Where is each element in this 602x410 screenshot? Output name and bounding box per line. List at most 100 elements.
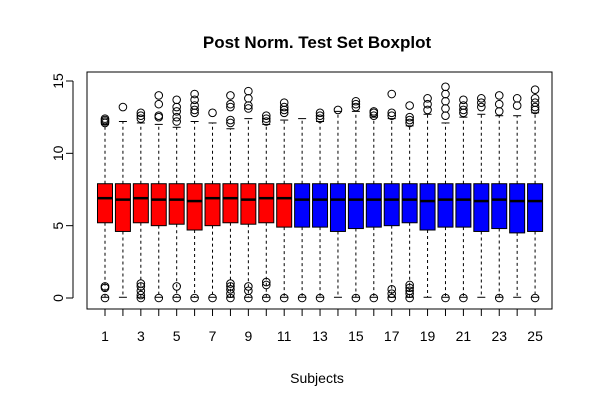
outlier-point: [244, 282, 253, 291]
outlier-point: [154, 293, 164, 303]
box-subject-20: [437, 183, 454, 228]
outlier-point: [208, 108, 217, 118]
x-tick-label: 21: [456, 328, 472, 344]
outlier-point: [369, 293, 379, 303]
x-tick-label: 11: [277, 328, 292, 344]
y-tick-label: 0: [50, 294, 66, 302]
box-subject-14: [329, 183, 346, 232]
outlier-point: [369, 107, 379, 116]
outlier-point: [441, 89, 450, 99]
outlier-point: [226, 279, 235, 288]
outlier-point: [405, 112, 414, 122]
outlier-point: [315, 108, 325, 118]
outlier-point: [226, 293, 235, 303]
outlier-point: [226, 282, 235, 291]
outlier-point: [494, 107, 504, 116]
outlier-point: [459, 95, 468, 105]
outlier-point: [333, 105, 343, 115]
outlier-point: [244, 94, 253, 103]
outlier-point: [279, 293, 289, 303]
outlier-point: [423, 105, 432, 115]
outlier-point: [100, 282, 110, 291]
outlier-point: [441, 82, 450, 92]
y-tick-label: 10: [50, 145, 66, 161]
outlier-point: [405, 280, 414, 290]
box-subject-7: [204, 183, 221, 227]
outlier-point: [261, 111, 271, 121]
outlier-point: [477, 98, 486, 107]
box-subject-5: [168, 183, 185, 225]
outlier-point: [226, 285, 235, 294]
outlier-point: [387, 285, 397, 294]
outlier-point: [530, 98, 540, 107]
box-subject-4: [150, 183, 167, 227]
outlier-point: [530, 293, 540, 303]
box-subject-24: [509, 183, 526, 234]
outlier-point: [226, 115, 235, 125]
outlier-point: [118, 102, 128, 112]
outlier-point: [387, 111, 397, 121]
box-subject-12: [294, 183, 311, 228]
outlier-point: [154, 91, 164, 100]
x-tick-label: 15: [348, 328, 364, 344]
outlier-point: [387, 108, 397, 118]
x-tick-label: 7: [209, 328, 217, 344]
outlier-point: [136, 108, 146, 118]
outlier-point: [261, 293, 271, 303]
outlier-point: [477, 94, 486, 103]
outlier-point: [261, 117, 271, 126]
outlier-point: [297, 293, 307, 303]
outlier-point: [315, 114, 325, 123]
outlier-point: [100, 293, 110, 303]
outlier-point: [441, 293, 450, 303]
outlier-point: [226, 91, 235, 100]
x-tick-label: 25: [527, 328, 543, 344]
outlier-point: [226, 102, 235, 112]
box-subject-18: [401, 183, 418, 224]
x-tick-label: 19: [420, 328, 436, 344]
outlier-point: [136, 279, 146, 288]
outlier-point: [226, 118, 235, 128]
outlier-point: [441, 104, 450, 113]
outlier-point: [154, 99, 164, 109]
box-subject-15: [347, 183, 364, 230]
y-tick-label: 5: [50, 222, 66, 230]
outlier-point: [136, 111, 146, 121]
x-tick-label: 5: [173, 328, 181, 344]
outlier-point: [190, 95, 199, 105]
outlier-point: [172, 112, 181, 122]
outlier-point: [351, 96, 361, 106]
outlier-point: [405, 118, 414, 128]
outlier-point: [279, 98, 289, 107]
outlier-point: [244, 286, 253, 296]
outlier-point: [441, 111, 450, 121]
outlier-point: [369, 111, 379, 121]
box-subject-16: [365, 183, 382, 228]
box-subject-10: [258, 183, 275, 224]
outlier-point: [423, 94, 432, 103]
box-subject-19: [419, 183, 436, 231]
outlier-point: [172, 107, 181, 116]
outlier-point: [477, 102, 486, 112]
box-subject-23: [491, 183, 508, 230]
box-subject-8: [222, 183, 239, 224]
outlier-point: [136, 290, 146, 300]
x-tick-label: 9: [244, 328, 252, 344]
outlier-point: [279, 102, 289, 112]
outlier-point: [405, 101, 414, 110]
outlier-point: [512, 94, 522, 103]
outlier-point: [405, 283, 414, 293]
outlier-point: [387, 89, 397, 99]
x-tick-label: 23: [491, 328, 507, 344]
outlier-point: [351, 99, 361, 109]
outlier-point: [136, 114, 146, 123]
outlier-point: [494, 293, 504, 303]
outlier-point: [172, 117, 181, 126]
outlier-point: [315, 293, 325, 303]
outlier-point: [244, 293, 253, 303]
box-subject-1: [97, 183, 113, 224]
outlier-point: [136, 282, 146, 291]
outlier-point: [208, 293, 217, 303]
outlier-point: [190, 101, 199, 110]
